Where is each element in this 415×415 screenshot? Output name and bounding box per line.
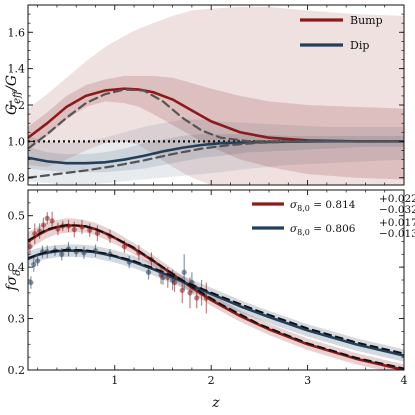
legend-bump-label: Bump (350, 14, 383, 27)
top-ytick-label: 1.2 (8, 99, 26, 112)
bump-data-point (194, 295, 200, 301)
bottom-ylabel-sub: 8 (12, 269, 23, 275)
top-ytick-label: 1.4 (8, 63, 26, 76)
top-legend: Bump Dip (300, 14, 383, 52)
bump-data-point (179, 287, 185, 293)
bottom-dashed-curve-2 (28, 224, 404, 370)
top-ytick-label: 0.8 (8, 172, 26, 185)
bump-data-point (44, 215, 50, 221)
top-panel: 0.8 1.0 1.2 1.4 1.6 Geff/G Bump Dip (4, 4, 405, 186)
legend-dip-label: Dip (350, 39, 369, 52)
dip-data-point (181, 269, 187, 275)
legend-sigma-bump-sup: +0.022 (379, 193, 415, 205)
top-frame (27, 4, 405, 186)
bottom-bands (28, 218, 404, 370)
top-ticks: 0.8 1.0 1.2 1.4 1.6 (8, 5, 405, 185)
top-bands (28, 6, 404, 185)
bottom-xtick-label: 2 (208, 374, 215, 387)
bottom-ylabel: fσ8 (4, 269, 23, 291)
bump-data-point (71, 227, 77, 233)
bump-data-point (94, 230, 101, 236)
top-ylabel-sub: eff (12, 89, 23, 104)
bottom-ytick-label: 0.5 (8, 210, 26, 223)
bottom-xtick-label: 3 (304, 374, 311, 387)
dip-inner-band (28, 134, 404, 173)
legend-sigma-dip-label: σ8,0 = 0.806 (290, 223, 356, 237)
legend-sigma-dip-sup: +0.017 (379, 217, 415, 229)
bottom-xlabel: z (211, 395, 220, 411)
bump-data-point (187, 290, 193, 296)
bottom-ticks: 0.2 0.3 0.4 0.5 1 2 3 4 (8, 190, 408, 387)
top-ytick-label: 1.0 (8, 135, 26, 148)
dip-outer-band (28, 119, 404, 185)
top-ylabel-main: G (4, 104, 20, 115)
bottom-xtick-label: 4 (401, 374, 408, 387)
bump-data-point (28, 243, 33, 250)
bump-data-point (40, 222, 47, 228)
bottom-ytick-label: 0.4 (8, 261, 26, 274)
bottom-lines (28, 224, 404, 370)
legend-sigma-dip-sub: −0.013 (379, 228, 415, 240)
dip-data-point (31, 261, 37, 268)
legend-sigma-bump-sub: −0.032 (379, 204, 415, 216)
dip-data-point (160, 274, 166, 281)
bottom-ylabel-main: fσ (4, 275, 20, 291)
dip-data-point (59, 251, 65, 257)
top-ytick-label: 1.6 (8, 26, 26, 39)
bottom-ytick-label: 0.2 (8, 364, 26, 377)
top-dashed-curve-2 (28, 88, 404, 150)
dip-data-point (35, 258, 41, 264)
bottom-legend: σ8,0 = 0.814 +0.022 −0.032 σ8,0 = 0.806 … (252, 193, 415, 240)
top-dashed-curve-3 (28, 140, 404, 179)
bottom-dashed-curve-3 (28, 248, 404, 355)
top-lines (28, 87, 404, 179)
dip-data-point (145, 269, 152, 275)
dip-fs8-band (28, 244, 404, 362)
legend-sigma-bump-label: σ8,0 = 0.814 (290, 199, 356, 213)
bottom-xtick-label: 1 (111, 374, 118, 387)
bump-data-point (49, 218, 55, 224)
bump-curve (28, 87, 404, 143)
dip-data-point (28, 279, 34, 286)
top-ylabel-rest: /G (4, 75, 20, 93)
bump-inner-band (28, 75, 404, 180)
bump-fs8-curve (28, 224, 404, 370)
top-ylabel: Geff/G (4, 75, 23, 115)
bottom-ytick-label: 0.3 (8, 313, 26, 326)
bottom-panel: 0.2 0.3 0.4 0.5 1 2 3 4 fσ8 z σ8,0 = 0.814 +0.0… (4, 189, 415, 411)
